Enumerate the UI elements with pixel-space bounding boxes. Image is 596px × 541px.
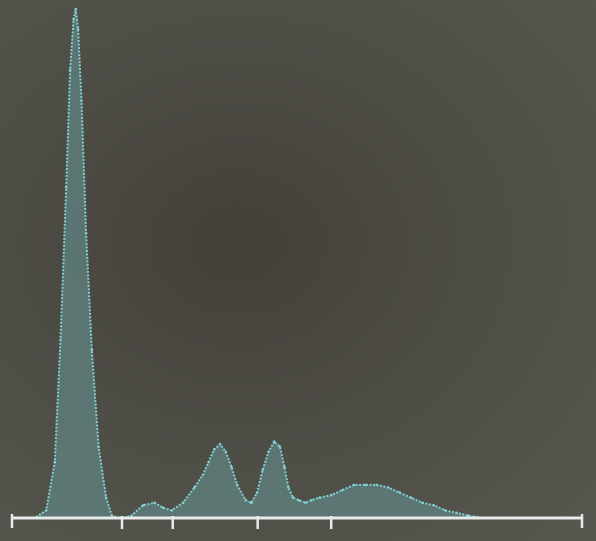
histogram-point xyxy=(80,99,83,102)
histogram-point xyxy=(68,68,72,72)
histogram-point xyxy=(130,514,133,517)
histogram-point xyxy=(170,509,173,512)
histogram-point xyxy=(218,442,222,446)
histogram-point xyxy=(310,498,313,502)
histogram-point xyxy=(230,465,233,469)
histogram-point xyxy=(250,501,253,505)
histogram-outline xyxy=(12,8,582,519)
histogram-point xyxy=(432,504,436,507)
histogram-point xyxy=(409,496,413,499)
histogram-point xyxy=(244,498,247,502)
histogram-point xyxy=(104,496,108,499)
histogram-point xyxy=(455,511,458,515)
histogram-point xyxy=(64,185,68,189)
histogram-point xyxy=(318,496,322,499)
histogram-point xyxy=(44,509,48,512)
histogram-point xyxy=(375,483,379,487)
histogram-point xyxy=(201,473,205,477)
histogram-point xyxy=(341,488,344,492)
histogram-point xyxy=(235,483,239,487)
histogram-point xyxy=(421,501,424,505)
histogram-point xyxy=(141,504,145,507)
histogram-point xyxy=(283,465,286,469)
histogram-point xyxy=(224,450,228,454)
histogram-point xyxy=(352,483,356,487)
histogram-point xyxy=(72,17,75,21)
histogram-point xyxy=(213,448,216,451)
histogram-point xyxy=(74,7,78,11)
histogram-point xyxy=(304,501,307,505)
histogram-point xyxy=(443,509,447,512)
histogram-point xyxy=(110,514,114,517)
plot-area xyxy=(10,7,584,520)
histogram-point xyxy=(59,338,62,342)
histogram-area xyxy=(12,9,582,518)
histogram-point xyxy=(267,450,270,454)
x-axis xyxy=(10,514,584,529)
histogram-point xyxy=(193,486,196,489)
histogram-point xyxy=(278,445,282,449)
histogram-point xyxy=(84,231,88,235)
histogram-point xyxy=(255,491,259,494)
histogram-point xyxy=(181,501,185,505)
histogram-point xyxy=(466,514,470,517)
histogram-point xyxy=(398,491,401,494)
histogram-point xyxy=(161,506,165,510)
histogram-point xyxy=(97,445,100,449)
histogram-point xyxy=(329,493,333,497)
histogram-point xyxy=(76,28,80,31)
histogram-point xyxy=(297,498,301,502)
histogram-point xyxy=(153,501,156,505)
histogram-point xyxy=(291,496,295,499)
histogram-point xyxy=(207,460,210,464)
histogram-point xyxy=(53,460,57,464)
histogram-point xyxy=(272,440,276,443)
histogram-point xyxy=(261,468,265,471)
histogram-point xyxy=(364,483,367,487)
histogram-point xyxy=(287,486,290,489)
histogram-point xyxy=(90,348,94,352)
histogram-point xyxy=(386,486,390,489)
